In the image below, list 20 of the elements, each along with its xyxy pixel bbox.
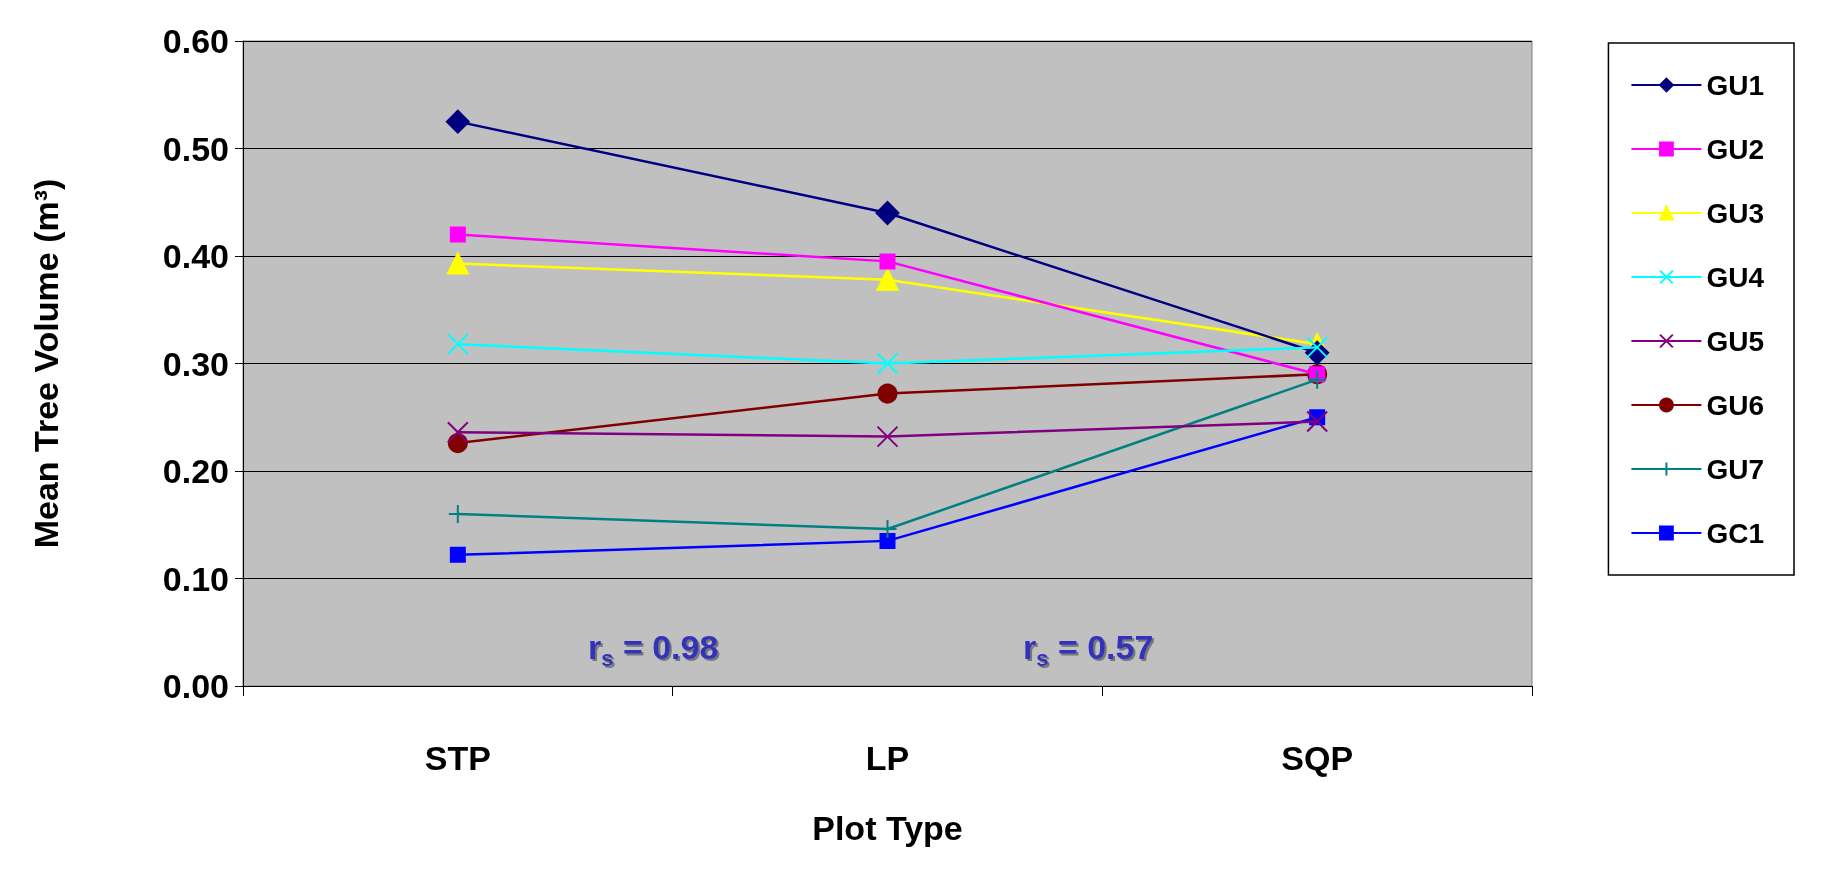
- y-tick-label: 0.20: [162, 452, 229, 490]
- x-tick-label: SQP: [1281, 739, 1354, 777]
- y-tick-label: 0.50: [162, 129, 229, 168]
- legend-label: GU2: [1706, 133, 1765, 165]
- y-tick-label: 0.40: [162, 237, 229, 275]
- legend-label: GC1: [1706, 517, 1765, 549]
- legend-label: GU4: [1706, 261, 1765, 293]
- y-tick-label: 0.30: [162, 344, 229, 383]
- x-tick-label: STP: [424, 739, 491, 777]
- y-tick-label: 0.00: [162, 667, 229, 705]
- legend-label: GU1: [1706, 69, 1765, 101]
- y-tick-label: 0.60: [162, 22, 229, 60]
- legend-label: GU5: [1706, 325, 1765, 357]
- y-axis-title: Mean Tree Volume (m³): [27, 178, 65, 549]
- y-tick-label: 0.10: [162, 559, 229, 598]
- legend-label: GU6: [1706, 389, 1765, 421]
- x-axis-title: Plot Type: [812, 809, 963, 847]
- x-tick-label: LP: [865, 739, 910, 777]
- legend-label: GU3: [1706, 197, 1765, 229]
- legend-label: GU7: [1706, 453, 1765, 485]
